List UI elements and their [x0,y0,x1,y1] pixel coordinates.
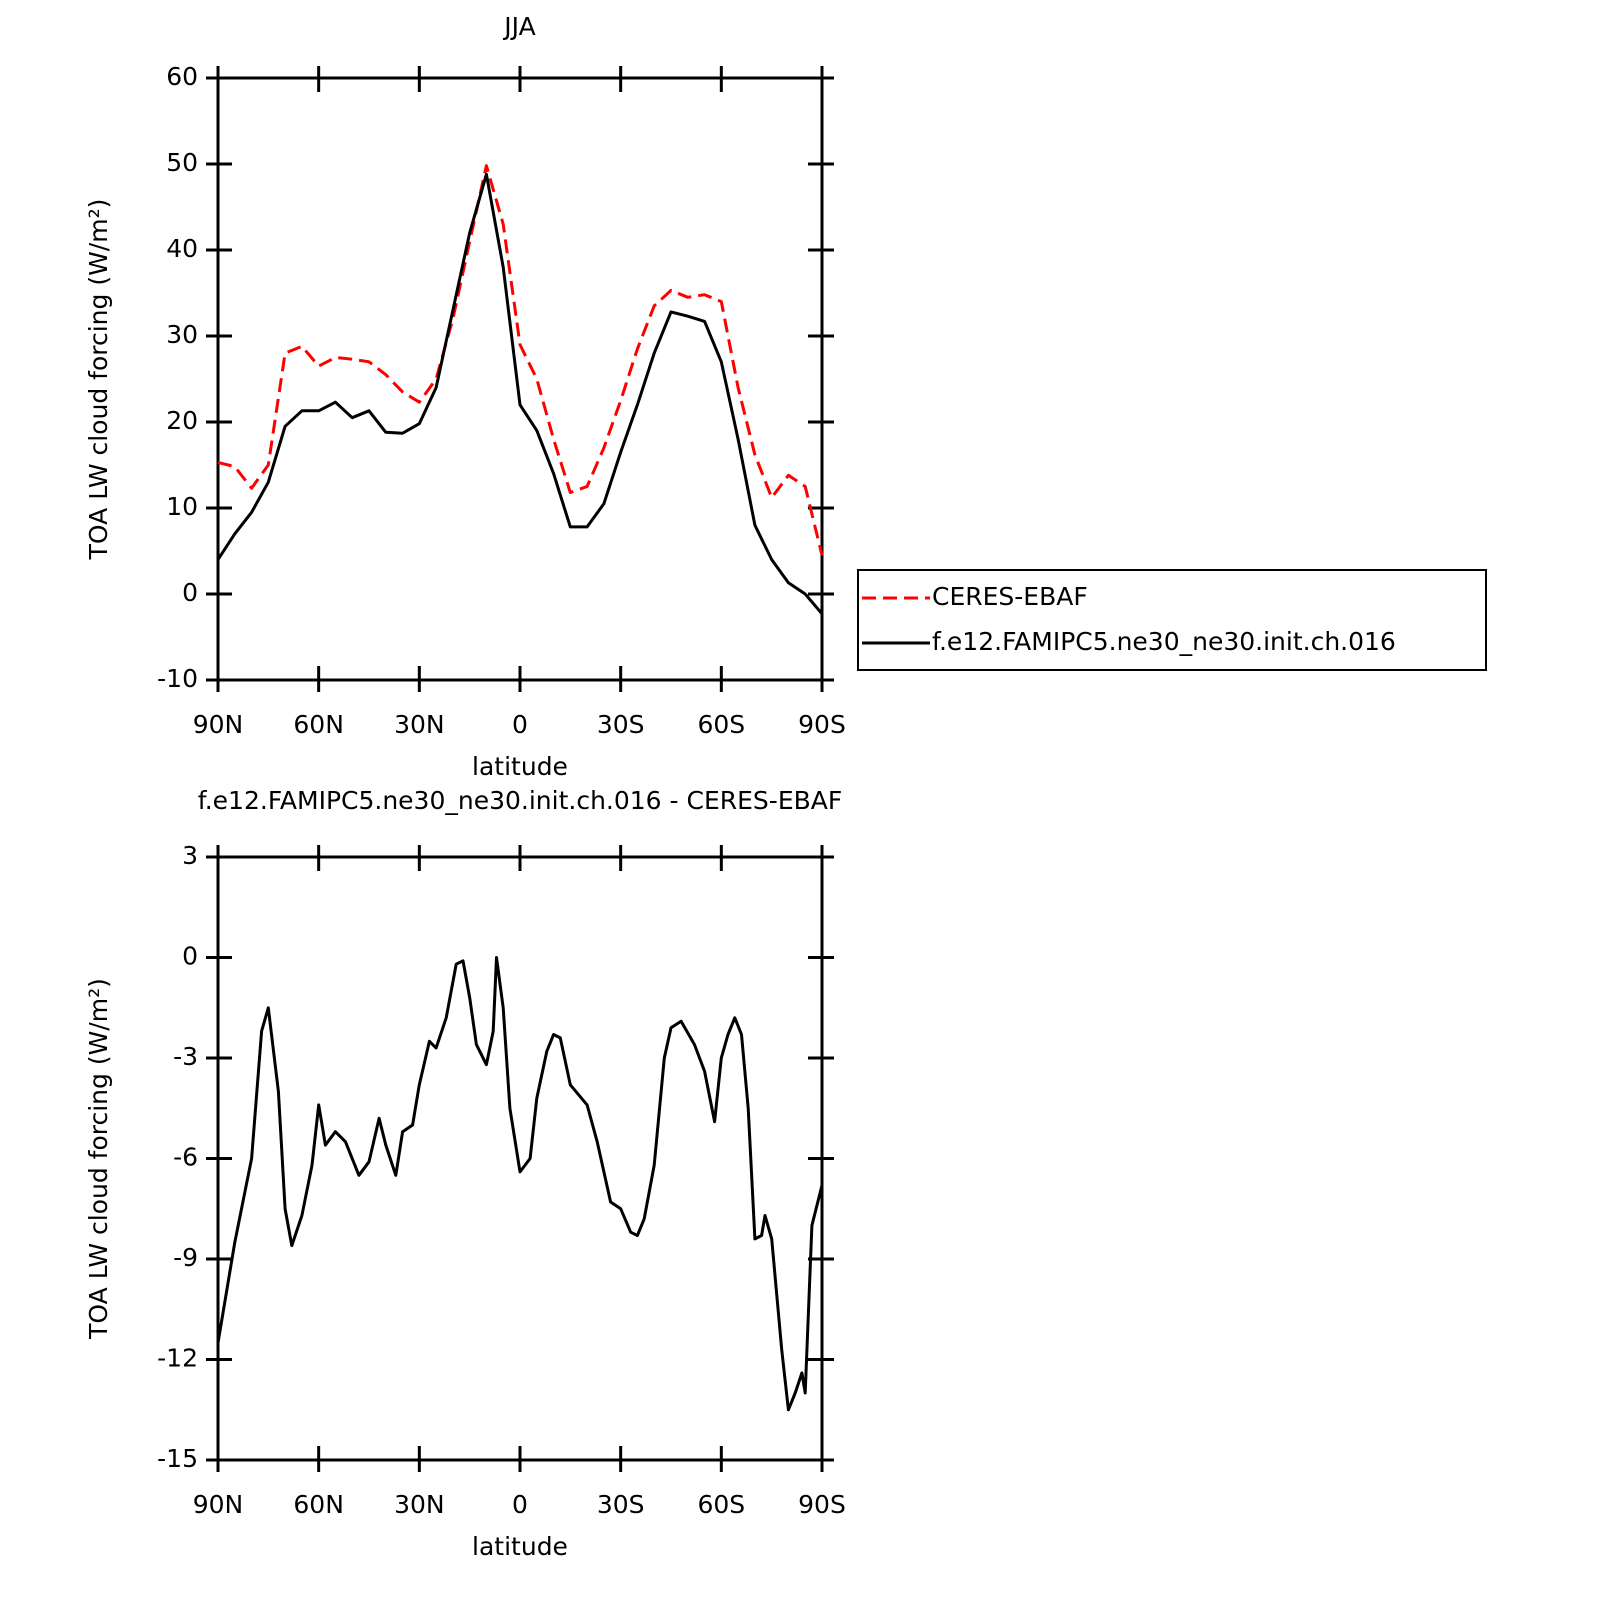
chart-title: f.e12.FAMIPC5.ne30_ne30.init.ch.016 - CE… [198,786,843,815]
y-tick-label: -15 [157,1444,198,1473]
y-tick-label: 40 [166,234,198,263]
y-tick-label: -6 [173,1143,198,1172]
y-tick-label: 20 [166,406,198,435]
data-line [216,172,824,615]
y-tick-label: -9 [173,1243,198,1272]
y-axis-label: TOA LW cloud forcing (W/m²) [84,978,113,1340]
legend-box [857,569,1487,671]
y-tick-label: 30 [166,320,198,349]
x-tick-label: 90S [798,710,846,739]
y-tick-label: 0 [182,942,198,971]
y-tick-label: -12 [157,1344,198,1373]
chart-title: JJA [502,12,535,41]
legend-label: CERES-EBAF [932,582,1088,611]
legend-label: f.e12.FAMIPC5.ne30_ne30.init.ch.016 [932,627,1396,656]
y-tick-label: 60 [166,62,198,91]
y-tick-label: 3 [182,841,198,870]
x-tick-label: 30S [597,1490,645,1519]
x-tick-label: 60N [293,710,344,739]
plot-frame [216,855,824,1462]
data-line [217,164,824,556]
x-axis-label: latitude [472,752,568,781]
y-tick-label: -3 [173,1042,198,1071]
y-tick-label: 50 [166,148,198,177]
x-tick-label: 0 [512,710,528,739]
x-tick-label: 60S [697,710,745,739]
x-tick-label: 0 [512,1490,528,1519]
x-tick-label: 90N [193,1490,244,1519]
y-tick-label: 0 [182,578,198,607]
y-tick-label: -10 [157,664,198,693]
x-tick-label: 30N [394,1490,445,1519]
y-tick-label: 10 [166,492,198,521]
y-axis-label: TOA LW cloud forcing (W/m²) [84,199,113,561]
x-tick-label: 30S [597,710,645,739]
x-axis-label: latitude [472,1532,568,1561]
plot-frame [216,76,824,682]
x-tick-label: 90N [193,710,244,739]
x-tick-label: 90S [798,1490,846,1519]
x-tick-label: 60N [293,1490,344,1519]
data-line [216,956,824,1412]
x-tick-label: 30N [394,710,445,739]
x-tick-label: 60S [697,1490,745,1519]
